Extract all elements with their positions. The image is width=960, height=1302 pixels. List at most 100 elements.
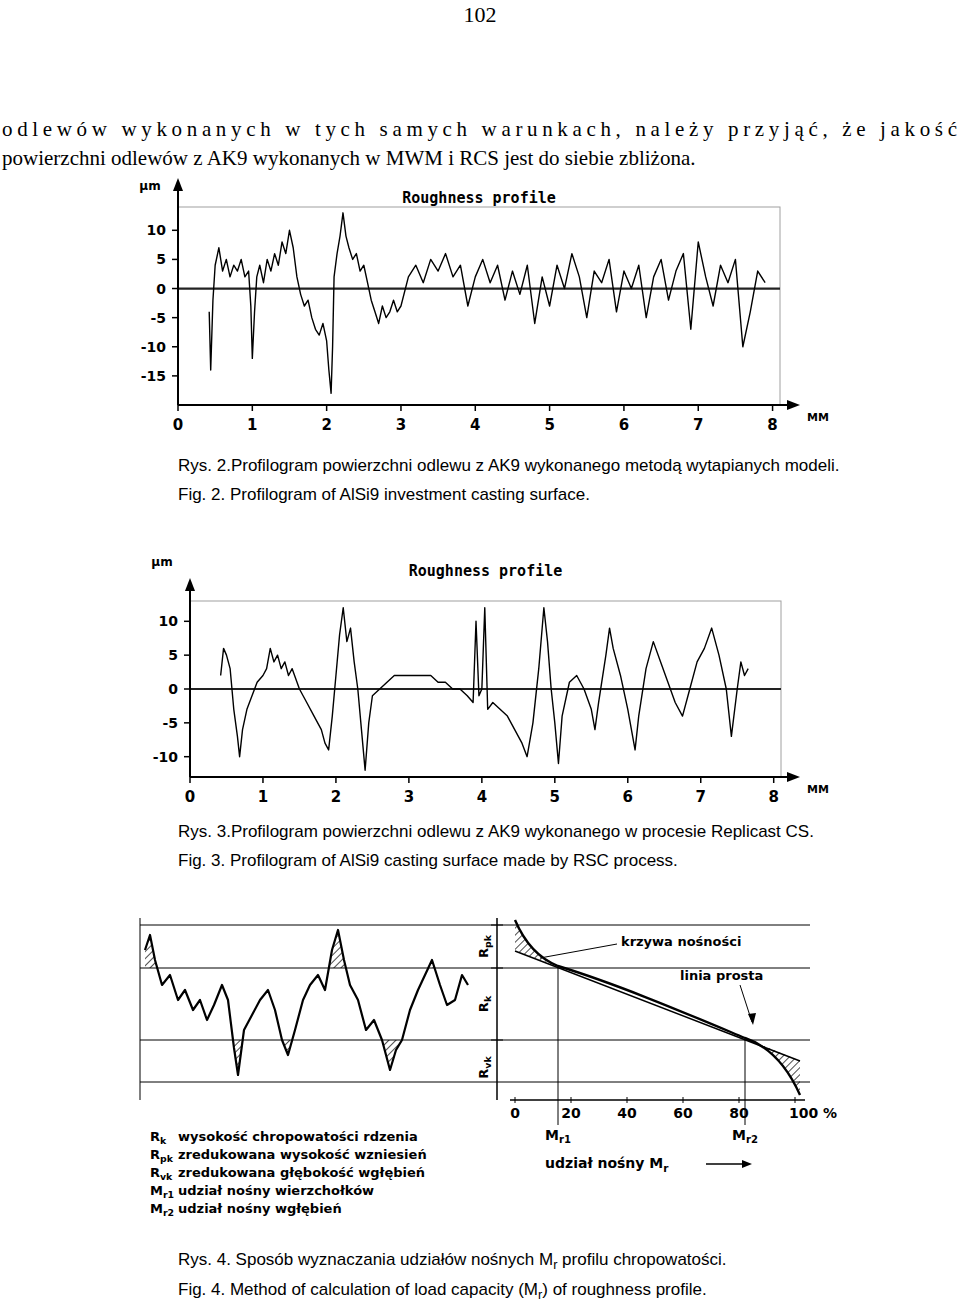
x-tick — [773, 777, 775, 783]
y-tick-label: -5 — [150, 310, 166, 326]
symbol-subscript: r2 — [746, 1134, 758, 1145]
x-tick-label: 5 — [550, 788, 560, 806]
legend-text: zredukowana głębokość wgłębień — [178, 1165, 425, 1180]
symbol: Mr2 — [150, 1201, 174, 1218]
symbol: Mr1 — [150, 1183, 174, 1200]
profile-line — [209, 213, 765, 394]
text-part: ) of roughness profile. — [542, 1280, 706, 1299]
axis-arrow — [787, 772, 800, 782]
x-tick — [177, 405, 179, 411]
percent-axis — [510, 1099, 805, 1101]
symbol-letter: R — [150, 1165, 160, 1180]
x-tick-label: 7 — [696, 788, 706, 806]
arrow-head — [742, 1160, 752, 1168]
caption-en: Fig. 3. Profilogram of AlSi9 casting sur… — [178, 851, 678, 870]
symbol: Rk — [150, 1129, 167, 1146]
symbol: Rpk — [476, 934, 493, 958]
chart-title: Roughness profile — [402, 189, 556, 207]
symbol-letter: R — [150, 1147, 160, 1162]
text-part: Rys. 3.Profilogram powierzchni odlewu z … — [178, 822, 814, 841]
percent-label: 20 — [561, 1105, 581, 1121]
x-tick — [262, 777, 264, 783]
mr1-line — [558, 968, 559, 1125]
plot-frame — [178, 207, 780, 405]
caption-pl: Rys. 4. Sposób wyznaczania udziałów nośn… — [178, 1250, 727, 1272]
line-label: linia prosta — [680, 968, 763, 983]
frame-line — [140, 918, 141, 1100]
x-tick-label: 7 — [693, 416, 703, 434]
text-part: Fig. 4. Method of calculation of load ca… — [178, 1280, 538, 1299]
curve-label: krzywa nośności — [621, 934, 741, 949]
percent-label: 0 — [510, 1105, 520, 1121]
x-tick — [252, 405, 254, 411]
x-tick-label: 8 — [767, 416, 777, 434]
hatched-peaks — [145, 930, 468, 968]
x-axis-label: MM — [807, 411, 829, 424]
percent-label: 80 — [729, 1105, 749, 1121]
axis-arrow — [787, 400, 800, 410]
x-tick-label: 1 — [258, 788, 268, 806]
profile-line — [221, 608, 749, 770]
x-tick — [400, 405, 402, 411]
x-tick-label: 0 — [173, 416, 183, 434]
y-tick — [172, 259, 178, 261]
y-tick-label: 0 — [156, 281, 166, 297]
x-tick — [475, 405, 477, 411]
x-tick — [697, 405, 699, 411]
text-part: profilu chropowatości. — [557, 1250, 726, 1269]
axis-arrow — [173, 178, 183, 191]
axis-label: udział nośny Mr — [545, 1155, 669, 1174]
x-tick — [700, 777, 702, 783]
x-axis — [190, 776, 796, 778]
chart: -10-50510012345678Roughness profileμmMM — [151, 555, 829, 806]
x-tick — [772, 405, 774, 411]
x-tick — [623, 405, 625, 411]
y-axis — [177, 182, 179, 405]
mean-line — [178, 287, 780, 289]
symbol-letter: R — [476, 948, 491, 958]
percent-tick — [515, 1097, 516, 1103]
diagram: RpkRkRvk020406080100 %Mr1Mr2udział nośny… — [140, 918, 837, 1218]
y-tick-label: 0 — [168, 681, 178, 697]
x-tick — [481, 777, 483, 783]
symbol-subscript: k — [482, 995, 493, 1002]
level-line — [140, 925, 810, 926]
x-tick — [189, 777, 191, 783]
text-part: udział nośny M — [545, 1155, 663, 1171]
bracket-tick — [491, 968, 503, 969]
y-tick — [172, 346, 178, 348]
symbol: Rk — [476, 995, 493, 1012]
bracket-tick — [491, 1040, 503, 1041]
caption-pl: Rys. 3.Profilogram powierzchni odlewu z … — [178, 822, 814, 841]
y-axis-label: μm — [139, 179, 160, 193]
x-tick-label: 6 — [619, 416, 629, 434]
x-tick — [335, 777, 337, 783]
y-tick — [184, 654, 190, 656]
y-tick — [172, 375, 178, 377]
level-line — [140, 1082, 810, 1083]
leader-line — [540, 944, 617, 958]
arrow-line — [706, 1163, 748, 1165]
symbol-subscript: pk — [482, 934, 493, 948]
y-axis — [189, 582, 191, 777]
legend-text: zredukowana wysokość wzniesień — [178, 1147, 427, 1162]
y-tick — [184, 722, 190, 724]
percent-tick — [795, 1097, 796, 1103]
symbol: Rvk — [476, 1056, 493, 1079]
y-tick-label: -5 — [162, 715, 178, 731]
x-tick-label: 4 — [470, 416, 480, 434]
text: powierzchni odlewów z AK9 wykonanych w M… — [2, 146, 695, 170]
symbol: Mr2 — [732, 1127, 758, 1145]
percent-tick — [739, 1097, 740, 1103]
mean-line — [190, 688, 781, 690]
text: odlewów wykonanych w tych samych warunka… — [2, 117, 957, 141]
percent-tick — [627, 1097, 628, 1103]
symbol-letter: R — [150, 1129, 160, 1144]
y-tick-label: 5 — [168, 647, 178, 663]
symbol-letter: M — [150, 1201, 163, 1216]
y-axis-label: μm — [151, 555, 172, 569]
symbol-subscript: pk — [160, 1153, 174, 1164]
symbol-subscript: r2 — [163, 1207, 174, 1218]
x-tick — [326, 405, 328, 411]
text-part: r — [663, 1162, 669, 1174]
